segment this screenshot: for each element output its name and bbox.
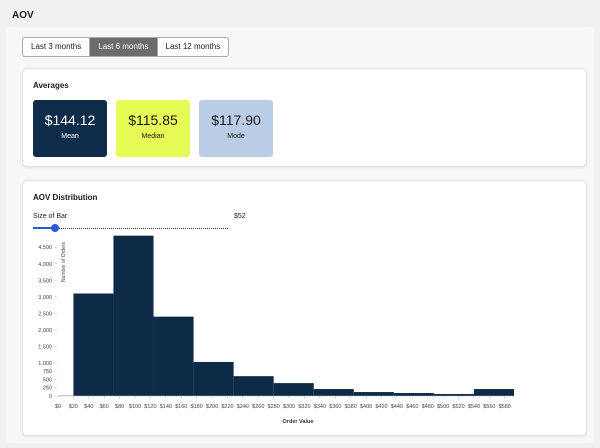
tab[interactable]: Last 3 months	[31, 42, 82, 51]
stat-value: $144.12	[44, 112, 96, 128]
stat-label: Mode	[227, 133, 245, 140]
page-title: AOV	[12, 10, 34, 21]
slider-label: Size of Bar	[33, 213, 68, 220]
stat-tile: $117.90 Mode	[199, 100, 273, 157]
card-title: AOV Distribution	[33, 193, 98, 202]
slider-fill	[33, 227, 55, 229]
slider-value: $52	[234, 213, 246, 220]
stat-value: $115.85	[128, 112, 178, 128]
stat-tile: $115.85 Median	[116, 100, 190, 157]
stat-tile: $144.12 Mean	[33, 100, 107, 157]
tab[interactable]: Last 12 months	[156, 38, 229, 56]
distribution-card: AOV Distribution Size of Bar $52	[22, 180, 587, 436]
tab[interactable]: Last 6 months	[89, 38, 157, 56]
stat-label: Mean	[61, 133, 79, 140]
tab-group: Last 3 months Last 6 months Last 12 months	[22, 37, 230, 57]
stat-value: $117.90	[211, 112, 261, 128]
stat-label: Median	[141, 133, 165, 140]
averages-card: Averages $144.12 Mean $115.85 Median $117.90…	[22, 68, 587, 167]
card-title: Averages	[33, 81, 69, 90]
slider-track[interactable]	[33, 228, 228, 229]
slider-thumb[interactable]	[51, 224, 59, 232]
